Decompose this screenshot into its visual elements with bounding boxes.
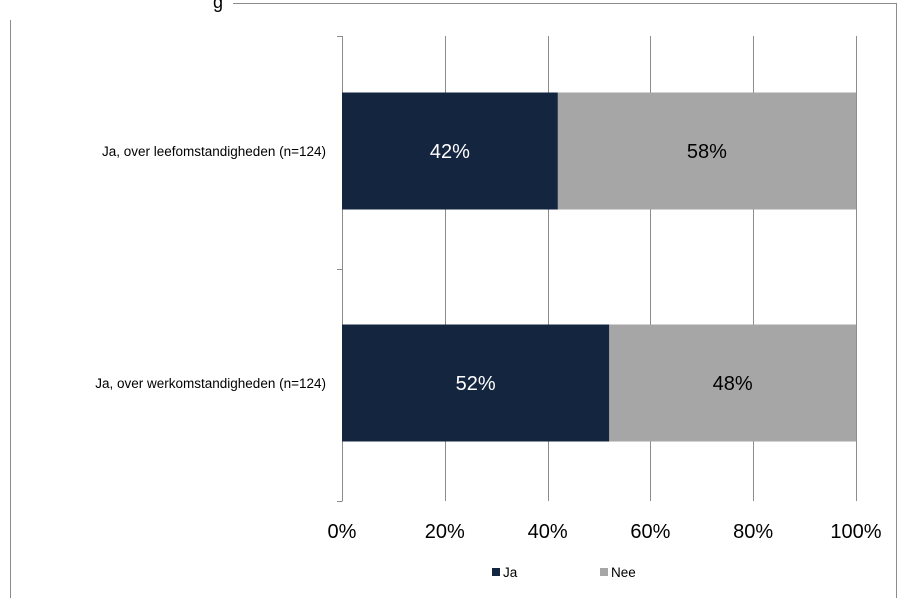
x-tick-label: 40% [528, 521, 568, 543]
x-tick-label: 80% [733, 521, 773, 543]
legend-label: Nee [611, 565, 636, 580]
category-labels: Ja, over leefomstandigheden (n=124) Ja, o… [95, 144, 326, 391]
value-label: 48% [713, 373, 753, 395]
bars [342, 92, 856, 442]
bar-nee [609, 324, 856, 442]
value-label: 52% [456, 373, 496, 395]
x-tick-label: 100% [830, 521, 881, 543]
x-tick-label: 0% [328, 521, 357, 543]
title-fragment: g [213, 0, 223, 12]
legend: Ja Nee [492, 565, 636, 580]
category-axis [337, 36, 343, 502]
legend-swatch-nee [600, 568, 608, 576]
bar-ja [342, 324, 610, 442]
bar-nee [557, 92, 856, 210]
x-tick-labels: 0% 20% 40% 60% 80% 100% [328, 521, 882, 543]
value-labels: 42% 58% 52% 48% [430, 141, 753, 395]
value-label: 58% [687, 141, 727, 163]
legend-label: Ja [503, 565, 518, 580]
x-tick-label: 20% [425, 521, 465, 543]
legend-swatch-ja [492, 568, 500, 576]
value-label: 42% [430, 141, 470, 163]
category-label: Ja, over leefomstandigheden (n=124) [102, 144, 326, 159]
x-tick-label: 60% [630, 521, 670, 543]
bar-ja [342, 92, 558, 210]
category-label: Ja, over werkomstandigheden (n=124) [95, 376, 326, 391]
